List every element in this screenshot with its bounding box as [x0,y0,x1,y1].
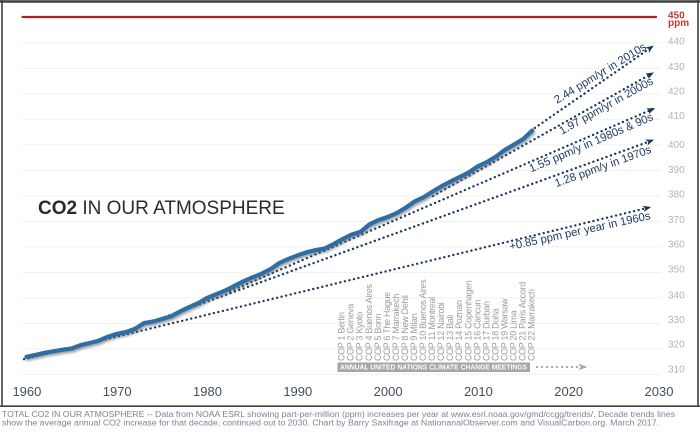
svg-text:COP 1 Berlin: COP 1 Berlin [337,312,347,361]
svg-text:show the average annual CO2 in: show the average annual CO2 increase for… [2,418,659,428]
svg-text:COP 15 Copenhagen: COP 15 Copenhagen [463,280,473,361]
svg-text:350: 350 [668,264,685,275]
svg-text:1980: 1980 [193,384,222,399]
svg-text:360: 360 [668,239,685,250]
svg-text:COP 19 Warsaw: COP 19 Warsaw [500,298,510,361]
svg-text:ppm: ppm [668,18,689,29]
svg-text:2010: 2010 [464,384,493,399]
svg-text:COP 5 Bonn: COP 5 Bonn [373,314,383,361]
svg-text:COP 10 Buenos Aires: COP 10 Buenos Aires [418,279,428,361]
svg-text:330: 330 [668,315,685,326]
svg-text:340: 340 [668,291,685,302]
svg-text:COP 22 Marrakech: COP 22 Marrakech [527,289,537,361]
svg-text:450: 450 [668,11,685,22]
svg-text:COP 14 Poznan: COP 14 Poznan [454,300,464,361]
svg-text:370: 370 [668,215,685,226]
svg-text:COP 8 New Dehli: COP 8 New Dehli [400,295,410,361]
svg-text:420: 420 [668,87,685,98]
svg-text:320: 320 [668,340,685,351]
svg-text:2020: 2020 [554,384,583,399]
svg-text:COP 9 Milan: COP 9 Milan [409,313,419,361]
svg-text:COP 3 Kyoto: COP 3 Kyoto [355,312,365,361]
svg-text:COP 18 Doha: COP 18 Doha [491,308,501,361]
svg-text:COP 21 Paris Accord: COP 21 Paris Accord [518,282,528,361]
svg-text:ANNUAL UNITED NATIONS CLIMATE: ANNUAL UNITED NATIONS CLIMATE CHANGE MEE… [340,365,527,372]
svg-text:2000: 2000 [374,384,403,399]
svg-text:430: 430 [668,62,685,73]
svg-text:310: 310 [668,364,685,375]
svg-text:400: 400 [668,140,685,151]
svg-text:410: 410 [668,111,685,122]
svg-text:1970: 1970 [103,384,132,399]
svg-text:COP 13 Bali: COP 13 Bali [445,315,455,361]
svg-text:2030: 2030 [645,384,674,399]
svg-text:COP 17 Durban: COP 17 Durban [481,301,491,361]
svg-text:COP 20 Lima: COP 20 Lima [509,310,519,361]
svg-text:CO2 IN OUR ATMOSPHERE: CO2 IN OUR ATMOSPHERE [38,198,285,219]
svg-text:COP 7 Marrakech: COP 7 Marrakech [391,294,401,361]
svg-text:380: 380 [668,190,685,201]
svg-text:COP 4 Buenos Aires: COP 4 Buenos Aires [364,283,374,361]
svg-text:COP 16 Cancun: COP 16 Cancun [472,299,482,361]
svg-text:COP 6 The Hague: COP 6 The Hague [382,292,392,361]
svg-text:COP 11 Montreal: COP 11 Montreal [427,297,437,361]
svg-text:TOTAL CO2 IN OUR ATMOSPHERE --: TOTAL CO2 IN OUR ATMOSPHERE -- Data from… [2,409,676,419]
svg-text:1960: 1960 [12,384,41,399]
svg-text:440: 440 [668,37,685,48]
svg-text:COP 12 Nairobi: COP 12 Nairobi [436,302,446,361]
svg-text:1990: 1990 [283,384,312,399]
svg-text:COP 2 Geneva: COP 2 Geneva [346,304,356,361]
svg-text:390: 390 [668,165,685,176]
